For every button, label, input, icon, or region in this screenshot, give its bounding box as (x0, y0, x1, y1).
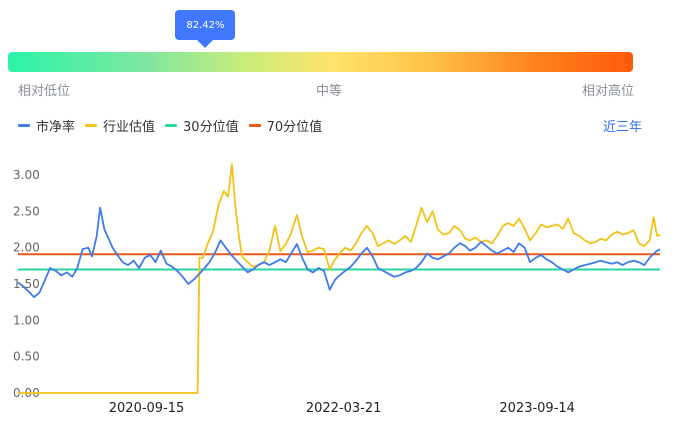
range-button-3y[interactable]: 近三年 (602, 120, 642, 135)
series-line-pb (17, 206, 661, 299)
legend-item-p30[interactable]: 30分位值 (165, 116, 239, 135)
legend-swatch-industry (85, 124, 98, 127)
gauge-label-high: 相对高位 (582, 84, 635, 99)
y-tick-label: 1.50 (13, 277, 40, 291)
x-tick-label: 2022-03-21 (306, 401, 382, 416)
legend-label-pb: 市净率 (36, 120, 76, 135)
legend-swatch-p70 (248, 124, 261, 127)
legend-label-industry: 行业估值 (103, 120, 156, 135)
chart-legend: 市净率 行业估值 30分位值 70分位值 (18, 116, 322, 135)
legend-item-p70[interactable]: 70分位值 (248, 116, 323, 135)
legend-label-p30: 30分位值 (183, 120, 239, 135)
legend-swatch-p30 (165, 124, 178, 127)
x-tick-label: 2023-09-14 (499, 401, 575, 416)
gauge-marker: 82.42% (175, 10, 236, 48)
y-tick-label: 3.00 (13, 168, 40, 182)
gauge-label-low: 相对低位 (18, 84, 71, 99)
y-tick-label: 1.00 (13, 313, 40, 327)
y-axis: 0.000.501.001.502.002.503.00 (13, 168, 40, 400)
legend-item-industry[interactable]: 行业估值 (85, 116, 155, 135)
x-tick-label: 2020-09-15 (109, 401, 185, 416)
gauge-marker-label: 82.42% (186, 19, 225, 31)
y-tick-label: 2.00 (13, 241, 40, 255)
series-line-industry (18, 163, 661, 394)
legend-swatch-pb (18, 124, 30, 127)
x-axis: 2020-09-15 2022-03-21 2023-09-14 (109, 401, 575, 416)
gauge-label-mid: 中等 (316, 84, 343, 99)
valuation-gauge-bar (8, 52, 633, 72)
y-tick-label: 2.50 (13, 204, 40, 218)
series-lines (17, 163, 661, 394)
legend-item-pb[interactable]: 市净率 (18, 116, 75, 135)
y-tick-label: 0.50 (13, 350, 40, 364)
legend-label-p70: 70分位值 (266, 120, 323, 135)
